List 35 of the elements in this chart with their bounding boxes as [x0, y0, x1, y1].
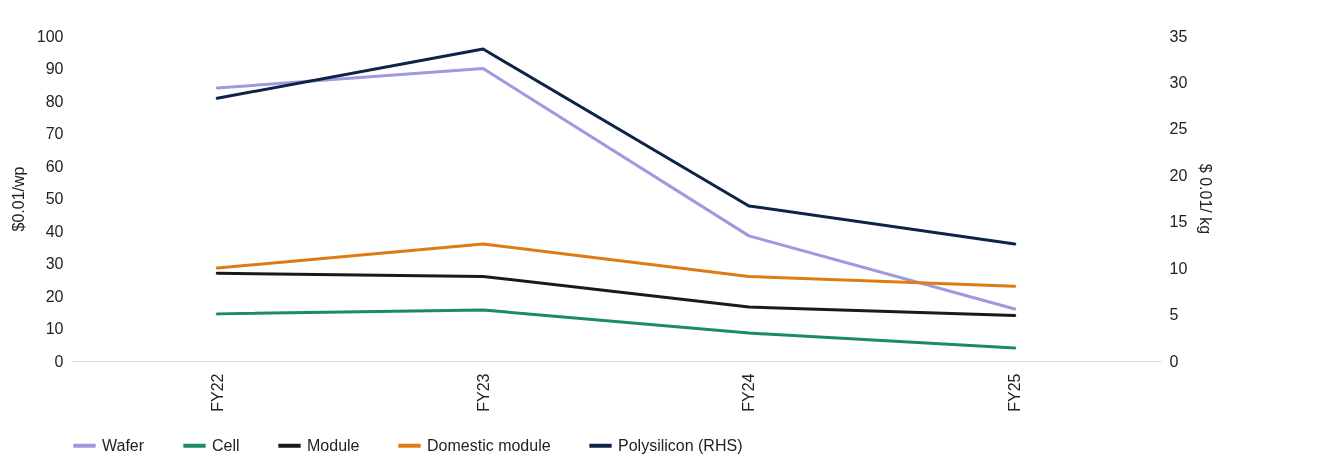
y-tick-label: 30	[45, 255, 64, 272]
y2-tick-label: 20	[1169, 166, 1188, 184]
legend-label: Wafer	[102, 436, 145, 454]
y-tick-label: 90	[45, 60, 64, 77]
x-tick-label: FY25	[1006, 373, 1024, 412]
y-tick-label: 70	[45, 125, 64, 142]
x-tick-label: FY24	[740, 373, 758, 412]
y-tick-label: 60	[45, 157, 64, 175]
y-tick-label: 80	[45, 92, 64, 110]
legend-label: Domestic module	[427, 436, 551, 454]
y2-tick-label: 30	[1169, 73, 1188, 91]
legend-label: Cell	[212, 436, 240, 454]
y-tick-label: 40	[45, 222, 64, 240]
y-tick-label: 100	[36, 27, 64, 45]
y-tick-label: 0	[54, 352, 64, 370]
y2-axis-title: $ 0.01/ kg	[1197, 163, 1215, 235]
x-tick-label: FY22	[208, 373, 226, 412]
y2-tick-label: 15	[1169, 213, 1188, 231]
y2-tick-label: 5	[1169, 306, 1179, 324]
y-axis-title: $0.01/wp	[9, 166, 27, 232]
line-series	[215, 271, 1017, 317]
line-series	[215, 67, 1017, 311]
y2-tick-label: 35	[1169, 27, 1188, 45]
legend-label: Polysilicon (RHS)	[618, 436, 743, 454]
y2-tick-label: 0	[1169, 352, 1179, 370]
y2-tick-label: 10	[1169, 259, 1188, 277]
y-tick-label: 50	[45, 190, 64, 207]
y-tick-label: 10	[45, 320, 64, 337]
x-tick-label: FY23	[474, 373, 492, 412]
line-series	[215, 47, 1017, 246]
line-series	[215, 308, 1017, 350]
y2-tick-label: 25	[1169, 120, 1188, 138]
y-tick-label: 20	[45, 287, 64, 305]
line-series	[215, 242, 1017, 288]
legend-label: Module	[307, 436, 360, 454]
